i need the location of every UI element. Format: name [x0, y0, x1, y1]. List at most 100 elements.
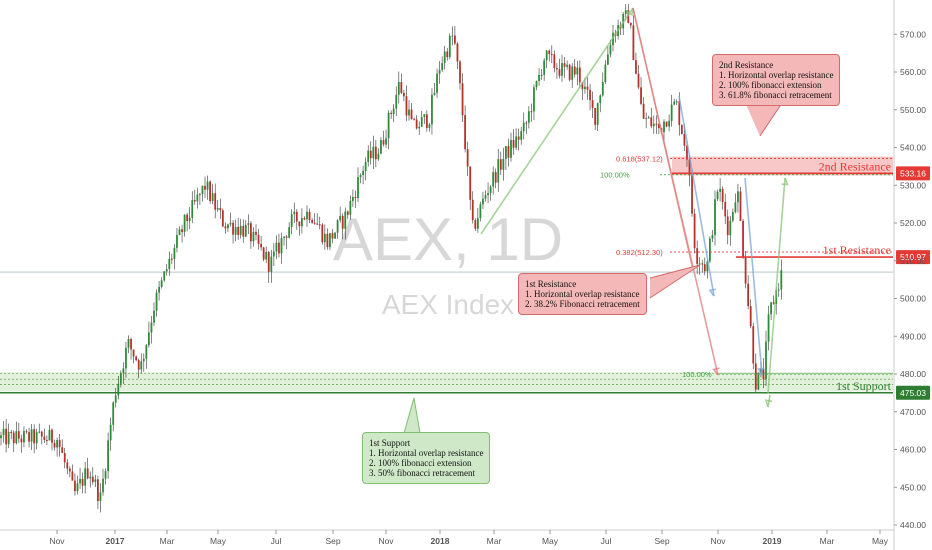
candle-body	[221, 210, 224, 227]
candle-body	[568, 64, 571, 80]
candle-body	[206, 181, 209, 190]
candle-body	[216, 207, 219, 210]
candle-body	[262, 247, 265, 260]
candle-body	[765, 341, 767, 380]
annotation-1st-resistance[interactable]: 1st Resistance 1. Horizontal overlap res…	[518, 273, 647, 315]
candle-body	[163, 271, 166, 281]
fib-label: 100.00%	[682, 370, 712, 379]
candle-body	[550, 54, 553, 56]
candle-body	[127, 339, 130, 348]
level-label: 1st Resistance	[823, 243, 891, 257]
candle-body	[543, 60, 546, 75]
x-tick-label: May	[210, 536, 227, 546]
candle-body	[250, 223, 252, 242]
candle-body	[211, 193, 214, 202]
candle-body	[576, 67, 579, 75]
candle-body	[74, 480, 76, 492]
candle-body	[81, 478, 84, 486]
y-tick-label: 510.00	[900, 256, 926, 266]
candle-body	[714, 199, 716, 236]
y-axis[interactable]: 533.16 510.97 475.03 440.00 450.00 460.00 470.…	[893, 0, 930, 550]
candle-body	[482, 198, 484, 205]
candle-body	[130, 339, 132, 350]
fib-label: 0.618(537.12)	[616, 154, 663, 163]
candle-body	[461, 83, 464, 116]
candle-body	[469, 166, 472, 200]
candle-body	[609, 45, 612, 55]
candle-body	[413, 119, 415, 121]
candle-body	[17, 431, 20, 439]
candle-body	[38, 431, 41, 433]
annotation-2nd-resistance[interactable]: 2nd Resistance 1. Horizontal overlap res…	[712, 54, 841, 106]
candle-body	[640, 87, 642, 104]
candle-body	[517, 136, 520, 140]
y-tick-label: 450.00	[900, 482, 926, 492]
candle-body	[724, 202, 727, 217]
candle-body	[135, 356, 138, 361]
y-tick-label: 470.00	[900, 407, 926, 417]
candle-body	[540, 74, 543, 76]
y-tick-label: 570.00	[900, 29, 926, 39]
candle-body	[464, 115, 466, 150]
candle-body	[405, 96, 408, 116]
candle-body	[573, 66, 576, 75]
candle-body	[237, 226, 240, 235]
candle-body	[122, 368, 125, 374]
candle-body	[336, 220, 339, 233]
candle-body	[392, 108, 395, 114]
candle-body	[293, 211, 296, 215]
levels-layer: 2nd Resistance 1st Resistance 1st Support 0…	[0, 154, 893, 394]
candle-body	[520, 131, 523, 140]
candle-body	[400, 81, 403, 93]
candle-body	[285, 236, 288, 238]
candle-body	[326, 233, 329, 248]
arrow-blue-down-2	[744, 177, 763, 376]
candle-body	[397, 81, 400, 95]
note-pointer-support	[403, 397, 421, 434]
candle-body	[15, 431, 18, 444]
candle-body	[752, 326, 755, 364]
candle-body	[545, 50, 548, 61]
candle-body	[56, 440, 58, 448]
candle-body	[731, 211, 734, 221]
x-tick-label: May	[872, 536, 889, 546]
candle-body	[431, 94, 433, 125]
x-tick-label: Nov	[378, 536, 394, 546]
arrow-blue-down-1-head	[708, 288, 717, 297]
candle-body	[665, 121, 668, 127]
candle-body	[701, 263, 704, 265]
candle-body	[693, 213, 696, 249]
candle-body	[691, 175, 693, 214]
candle-body	[48, 429, 51, 441]
x-tick-label: 2017	[106, 536, 125, 546]
candle-body	[331, 233, 334, 239]
candle-body	[354, 197, 357, 199]
candle-body	[176, 234, 178, 248]
annotation-1st-support[interactable]: 1st Support 1. Horizontal overlap resist…	[362, 432, 491, 484]
candle-body	[270, 256, 273, 272]
candle-body	[114, 395, 117, 403]
candle-body	[711, 235, 714, 239]
candle-body	[40, 431, 43, 437]
candle-body	[749, 306, 752, 327]
candle-body	[260, 243, 262, 248]
candle-body	[673, 101, 676, 105]
candle-body	[71, 471, 74, 481]
candle-body	[0, 435, 2, 439]
candle-body	[476, 218, 479, 229]
candle-body	[33, 429, 36, 444]
candle-body	[747, 283, 750, 307]
candle-body	[242, 225, 245, 237]
candle-body	[7, 431, 10, 445]
candle-body	[650, 117, 653, 127]
x-axis[interactable]: Nov 2017 Mar May Jul Sep Nov 2018 Mar May Jul Sep No…	[0, 529, 894, 546]
candle-body	[183, 214, 186, 232]
candle-body	[380, 140, 382, 154]
candle-body	[584, 86, 586, 90]
y-tick-label: 560.00	[900, 67, 926, 77]
x-tick-label: Mar	[487, 536, 502, 546]
candle-body	[86, 468, 89, 479]
candle-body	[515, 136, 517, 148]
candle-body	[290, 214, 293, 228]
